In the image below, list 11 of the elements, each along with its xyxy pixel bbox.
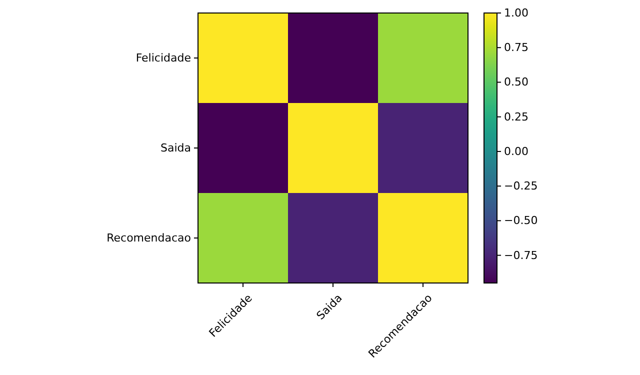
color-bar-label: 0.25: [504, 110, 528, 124]
y-tick-label: Felicidade: [136, 52, 192, 64]
y-tick-label: Saida: [160, 142, 191, 154]
color-bar-label: 0.50: [504, 76, 528, 89]
y-tick-label: Recomendacao: [106, 232, 192, 244]
color-bar-label: −0.75: [504, 248, 538, 262]
color-bar-label: 0.00: [504, 144, 528, 158]
color-bar-label: −0.25: [504, 180, 538, 193]
color-bar-label: 1.00: [504, 6, 528, 20]
color-bar-label: 0.75: [504, 41, 528, 54]
color-bar-label: −0.50: [504, 214, 538, 228]
